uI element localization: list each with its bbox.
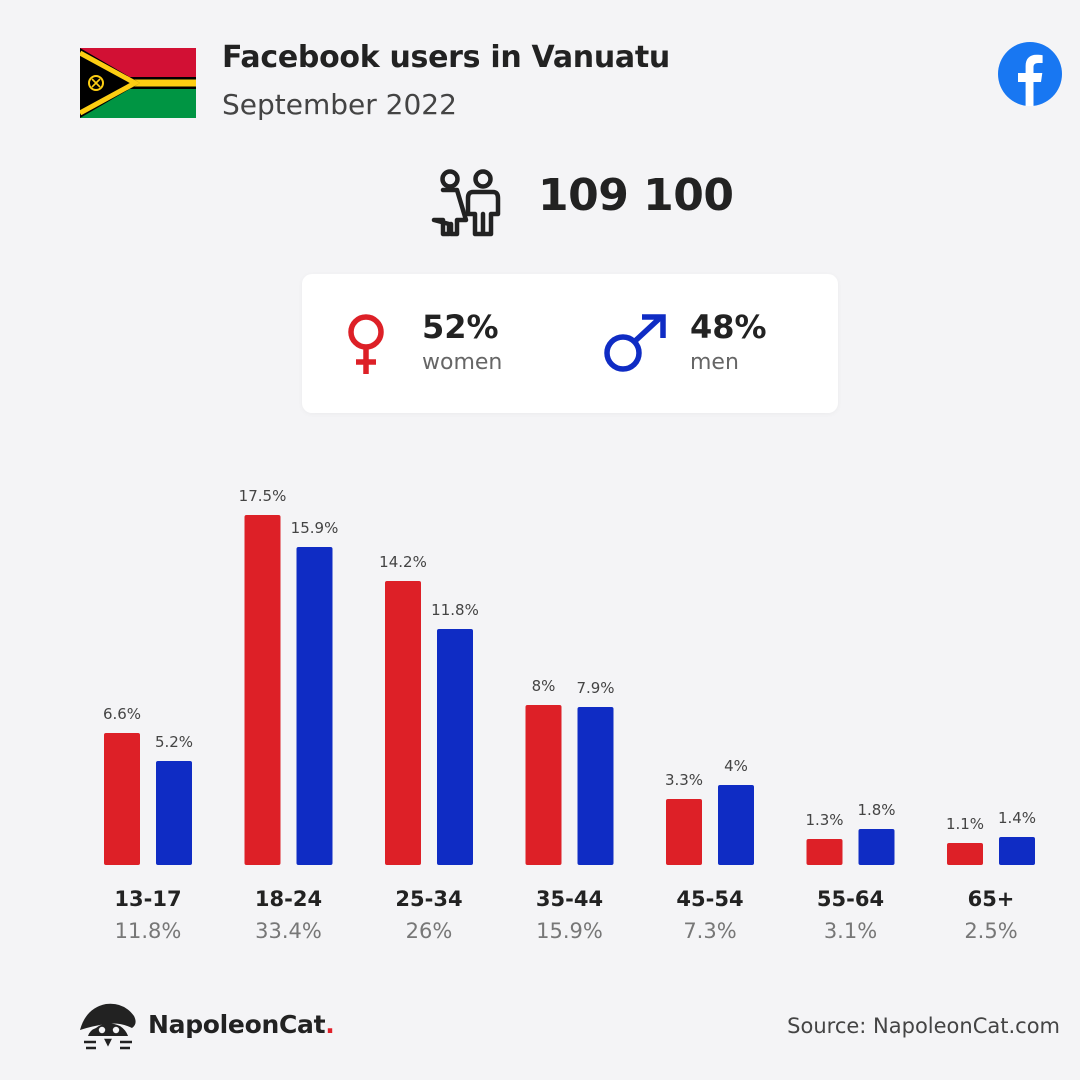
bar-women-13-17 — [104, 733, 140, 865]
data-label-men-13-17: 5.2% — [155, 733, 193, 751]
bar-men-25-34 — [437, 629, 473, 865]
data-label-men-35-44: 7.9% — [576, 679, 614, 697]
male-symbol-icon — [604, 314, 666, 372]
users-icon — [431, 169, 501, 237]
bar-women-35-44 — [525, 705, 562, 865]
facebook-logo-icon — [998, 42, 1062, 106]
x-tick-label-65+: 65+ — [968, 887, 1015, 911]
data-label-women-65+: 1.1% — [946, 815, 984, 833]
bar-women-65+ — [947, 843, 983, 865]
x-tick-label-25-34: 25-34 — [395, 887, 462, 911]
women-label: women — [422, 350, 503, 375]
category-total-25-34: 26% — [406, 919, 453, 943]
x-tick-label-18-24: 18-24 — [255, 887, 322, 911]
data-label-women-18-24: 17.5% — [239, 487, 287, 505]
x-tick-label-55-64: 55-64 — [817, 887, 884, 911]
logo-name: NapoleonCat — [148, 1010, 326, 1039]
vanuatu-flag — [80, 48, 196, 118]
x-tick-label-13-17: 13-17 — [114, 887, 181, 911]
bar-men-35-44 — [577, 707, 614, 865]
bar-women-45-54 — [666, 799, 702, 865]
data-label-men-18-24: 15.9% — [291, 519, 339, 537]
x-tick-label-45-54: 45-54 — [676, 887, 743, 911]
total-users: 109 100 — [538, 170, 734, 221]
bar-men-45-54 — [718, 785, 754, 865]
category-total-18-24: 33.4% — [255, 919, 322, 943]
bar-men-18-24 — [296, 547, 333, 865]
data-label-women-13-17: 6.6% — [103, 705, 141, 723]
bar-women-25-34 — [385, 581, 421, 865]
category-total-13-17: 11.8% — [115, 919, 182, 943]
data-label-women-55-64: 1.3% — [805, 811, 843, 829]
napoleoncat-logo-icon — [80, 1003, 136, 1050]
logo-dot: . — [325, 1010, 335, 1039]
data-label-women-45-54: 3.3% — [665, 771, 703, 789]
bar-men-55-64 — [858, 829, 895, 865]
data-label-women-35-44: 8% — [532, 677, 556, 695]
women-percentage: 52% — [422, 308, 499, 346]
data-label-men-65+: 1.4% — [998, 809, 1036, 827]
bar-men-13-17 — [156, 761, 192, 865]
x-tick-label-35-44: 35-44 — [536, 887, 603, 911]
page-subtitle: September 2022 — [222, 88, 457, 121]
female-symbol-icon — [348, 314, 384, 374]
gender-card — [302, 274, 838, 413]
bar-women-18-24 — [244, 515, 281, 865]
data-label-men-45-54: 4% — [724, 757, 748, 775]
source-credit: Source: NapoleonCat.com — [787, 1014, 1060, 1038]
bar-men-65+ — [999, 837, 1035, 865]
category-total-35-44: 15.9% — [536, 919, 603, 943]
category-total-55-64: 3.1% — [824, 919, 877, 943]
men-percentage: 48% — [690, 308, 767, 346]
men-label: men — [690, 350, 739, 375]
category-total-45-54: 7.3% — [683, 919, 736, 943]
data-label-women-25-34: 14.2% — [379, 553, 427, 571]
bar-women-55-64 — [806, 839, 843, 865]
napoleoncat-logo-text: NapoleonCat. — [148, 1010, 335, 1039]
page-title: Facebook users in Vanuatu — [222, 40, 670, 75]
category-total-65+: 2.5% — [964, 919, 1017, 943]
data-label-men-55-64: 1.8% — [857, 801, 895, 819]
data-label-men-25-34: 11.8% — [431, 601, 479, 619]
age-gender-bar-chart: 6.6%5.2%13-1711.8%17.5%15.9%18-2433.4%14… — [103, 487, 1036, 943]
